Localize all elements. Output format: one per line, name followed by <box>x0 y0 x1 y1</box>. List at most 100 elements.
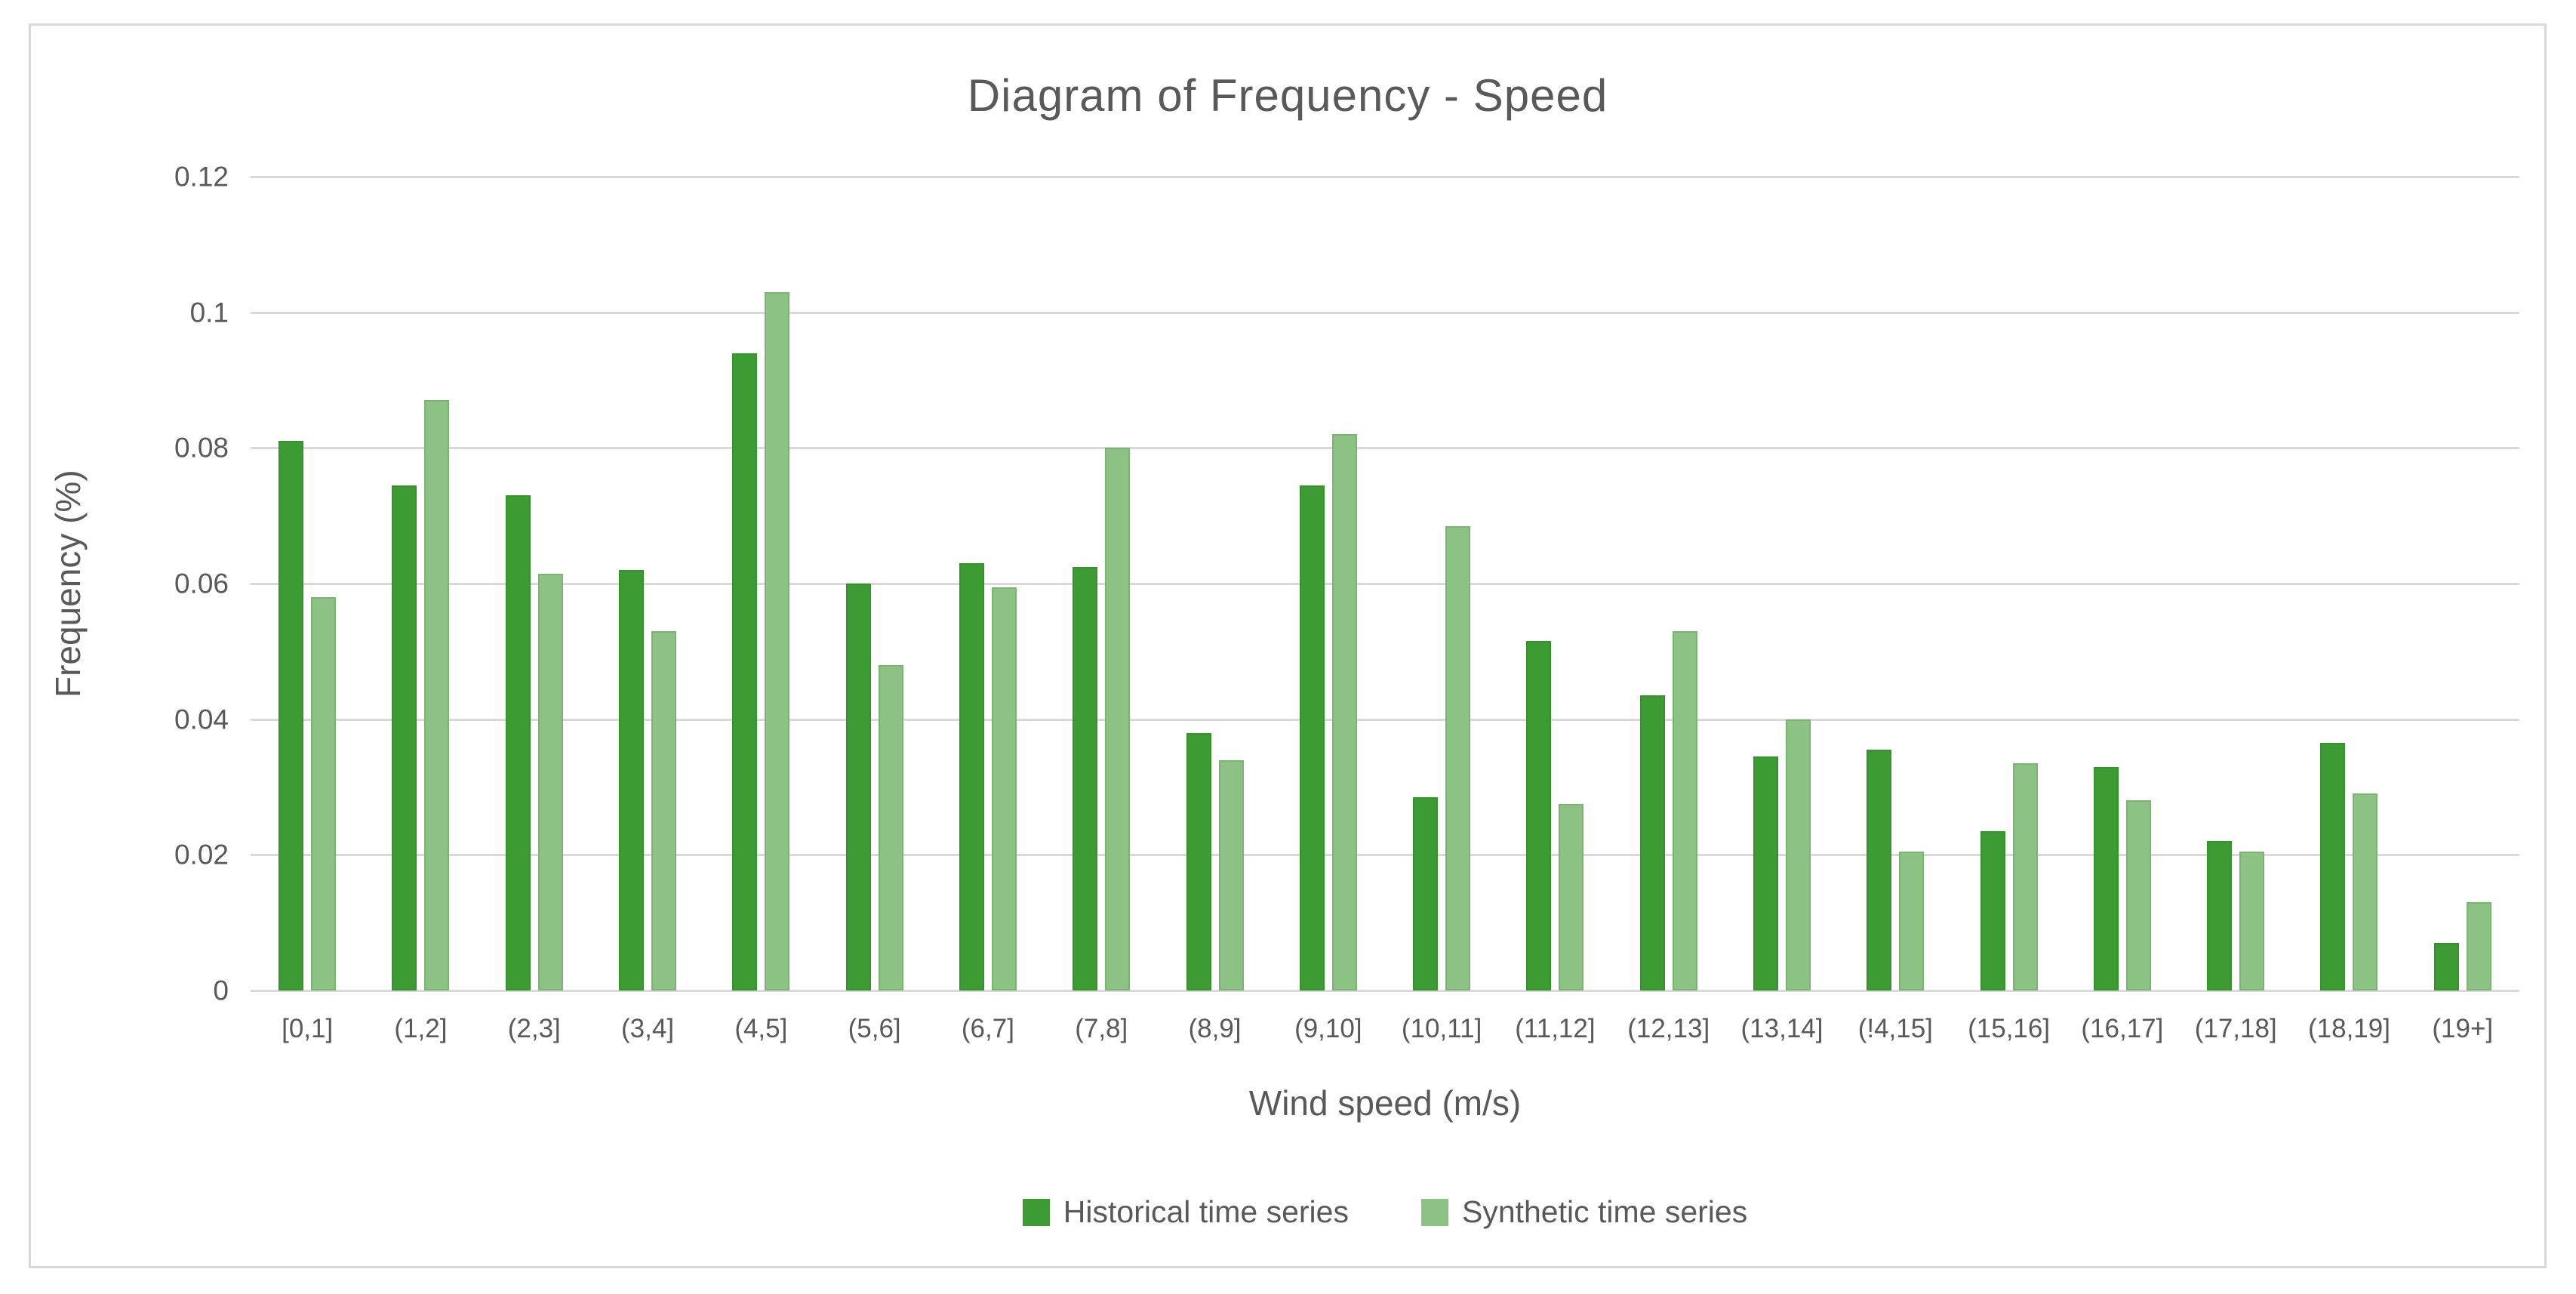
bar-group <box>251 177 364 991</box>
x-tick-label: (18,19] <box>2308 1014 2390 1043</box>
y-tick-label: 0.02 <box>174 839 229 870</box>
y-tick-label: 0 <box>213 975 229 1006</box>
bar-group <box>1952 177 2065 991</box>
x-tick-label: (2,3] <box>507 1014 561 1043</box>
chart-title: Diagram of Frequency - Speed <box>967 70 1608 121</box>
gridline <box>251 854 2519 857</box>
bar-synthetic <box>311 596 337 991</box>
bar-group <box>704 177 817 991</box>
bar-historical <box>1073 566 1098 991</box>
bar-synthetic <box>1445 525 1471 991</box>
bar-historical <box>1639 695 1665 991</box>
bar-synthetic <box>878 664 903 991</box>
bar-historical <box>1299 485 1325 991</box>
bar-group <box>2179 177 2292 991</box>
x-tick-label: (11,12] <box>1515 1014 1596 1043</box>
bar-historical <box>1753 756 1778 991</box>
plot-area <box>251 176 2519 992</box>
bar-group <box>364 177 477 991</box>
bar-historical <box>1526 641 1552 991</box>
x-tick-label: (10,11] <box>1401 1014 1482 1043</box>
legend: Historical time series Synthetic time se… <box>251 1194 2519 1230</box>
bar-historical <box>845 584 871 991</box>
bar-group <box>478 177 591 991</box>
x-tick-label: (9,10] <box>1294 1014 1362 1043</box>
bar-synthetic <box>651 630 677 991</box>
bar-group <box>1612 177 1725 991</box>
bar-synthetic <box>991 587 1017 991</box>
x-tick-label: (!4,15] <box>1857 1014 1933 1043</box>
bar-group <box>1272 177 1385 991</box>
x-tick-label: (6,7] <box>961 1014 1014 1043</box>
x-tick-label: (1,2] <box>394 1014 448 1043</box>
legend-label-synthetic: Synthetic time series <box>1461 1194 1748 1229</box>
bar-group <box>817 177 931 991</box>
bar-group <box>931 177 1045 991</box>
legend-item-historical: Historical time series <box>1022 1194 1349 1230</box>
bar-synthetic <box>2125 800 2151 991</box>
gridline <box>251 447 2519 450</box>
bar-synthetic <box>2239 851 2265 991</box>
bar-historical <box>1867 750 1892 991</box>
bar-historical <box>1980 830 2005 991</box>
bar-group <box>2292 177 2405 991</box>
x-axis-title: Wind speed (m/s) <box>1248 1083 1522 1123</box>
x-tick-label: (5,6] <box>848 1014 901 1043</box>
bar-historical <box>1186 732 1211 991</box>
bar-synthetic <box>424 400 450 991</box>
bar-historical <box>619 570 645 991</box>
x-tick-label: [0,1] <box>282 1014 334 1043</box>
bar-historical <box>2093 766 2119 991</box>
x-tick-label: (19+] <box>2432 1014 2494 1043</box>
bar-historical <box>392 485 417 991</box>
bar-synthetic <box>1672 630 1697 991</box>
x-tick-label: (4,5] <box>734 1014 788 1043</box>
bar-group <box>1498 177 1611 991</box>
legend-item-synthetic: Synthetic time series <box>1420 1194 1748 1230</box>
x-tick-label: (16,17] <box>2081 1014 2164 1043</box>
x-tick-label: (3,4] <box>621 1014 675 1043</box>
bar-groups <box>251 177 2519 991</box>
bar-synthetic <box>537 573 563 991</box>
bar-synthetic <box>765 291 790 991</box>
x-tick-label: (8,9] <box>1188 1014 1242 1043</box>
bar-synthetic <box>2466 902 2491 991</box>
x-tick-label: (13,14] <box>1740 1014 1824 1043</box>
y-tick-label: 0.08 <box>174 432 229 464</box>
bar-historical <box>732 353 758 991</box>
bar-synthetic <box>1786 719 1811 991</box>
bar-synthetic <box>1899 851 1925 991</box>
y-tick-label: 0.06 <box>174 568 229 599</box>
x-tick-label: (15,16] <box>1968 1014 2051 1043</box>
x-tick-label: (17,18] <box>2194 1014 2277 1043</box>
y-tick-label: 0.1 <box>189 297 229 328</box>
bar-historical <box>2320 743 2346 991</box>
bar-group <box>591 177 704 991</box>
bar-group <box>1158 177 1271 991</box>
bar-historical <box>2433 943 2459 991</box>
bar-historical <box>279 441 304 991</box>
bar-group <box>2406 177 2519 991</box>
bar-synthetic <box>1331 434 1357 991</box>
bar-group <box>1725 177 1839 991</box>
bar-synthetic <box>1218 759 1244 991</box>
bar-historical <box>2207 841 2233 991</box>
gridline <box>251 990 2519 992</box>
bar-synthetic <box>1105 448 1131 991</box>
bar-group <box>2066 177 2179 991</box>
chart-frame: Diagram of Frequency - Speed Frequency (… <box>29 23 2547 1268</box>
y-tick-label: 0.04 <box>174 704 229 735</box>
legend-swatch-synthetic-icon <box>1420 1198 1448 1226</box>
x-axis-labels: [0,1] (1,2] (2,3] (3,4] (4,5] (5,6] (6,7] (7,8]… <box>251 1014 2519 1044</box>
gridline <box>251 311 2519 314</box>
bar-synthetic <box>1559 803 1584 991</box>
gridline <box>251 718 2519 721</box>
bar-group <box>1839 177 1952 991</box>
bar-historical <box>505 495 531 991</box>
x-tick-label: (7,8] <box>1075 1014 1128 1043</box>
bar-historical <box>959 563 984 991</box>
legend-label-historical: Historical time series <box>1063 1194 1349 1229</box>
bar-group <box>1045 177 1158 991</box>
y-axis-labels: 0.12 0.1 0.08 0.06 0.04 0.02 0 <box>31 163 229 1005</box>
